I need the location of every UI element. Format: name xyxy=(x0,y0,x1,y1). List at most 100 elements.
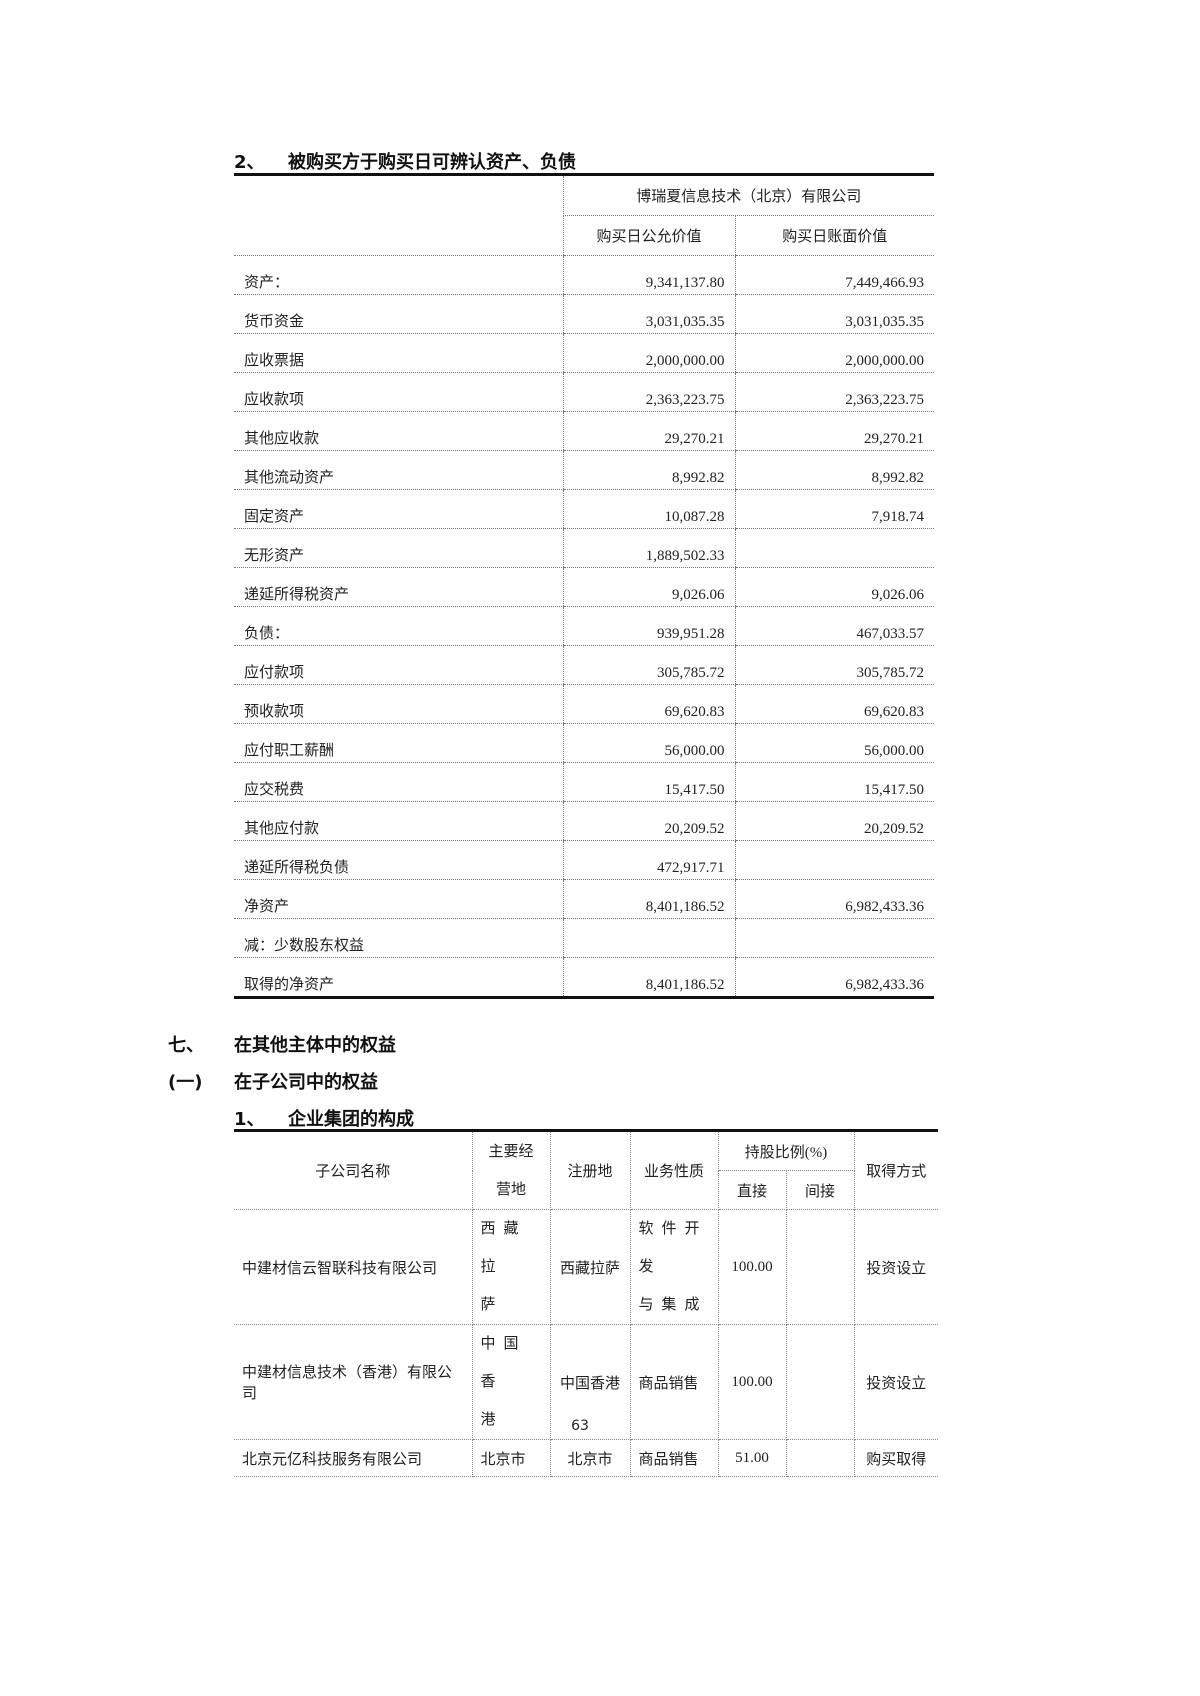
table-row: 北京元亿科技服务有限公司 北京市 北京市 商品销售 51.00 购买取得 xyxy=(234,1439,938,1477)
table-header-row: 直接 间接 xyxy=(234,1170,938,1210)
fair-value-cell: 305,785.72 xyxy=(562,645,735,685)
book-value-cell: 56,000.00 xyxy=(734,723,935,763)
subsidiary-name-cell-text: 北京元亿科技服务有限公司 xyxy=(242,1451,423,1468)
table-row: 固定资产 10,087.28 7,918.74 xyxy=(234,489,935,529)
heading-number: 七、 xyxy=(168,1035,204,1056)
book-value-cell: 69,620.83 xyxy=(734,684,935,724)
fair-value-cell: 939,951.28 xyxy=(562,606,735,646)
book-value-cell: 3,031,035.35 xyxy=(734,294,935,334)
business-cell-text: 软件开发 xyxy=(638,1221,708,1275)
identifiable-assets-table: 博瑞夏信息技术（北京）有限公司 购买日公允价值 购买日账面价值 资产： 9,341… xyxy=(234,173,935,999)
main-place-cell-text: 中国香 xyxy=(480,1336,527,1390)
subsidiary-name-cell: 中建材信息技术（香港）有限公司 xyxy=(234,1324,473,1440)
direct-holding-cell-text: 100.00 xyxy=(731,1373,773,1390)
acquisition-method-cell-text: 投资设立 xyxy=(866,1260,927,1277)
book-value-cell: 305,785.72 xyxy=(734,645,935,685)
book-value-cell: 7,449,466.93 xyxy=(734,255,935,295)
row-label: 其他应付款 xyxy=(234,801,563,841)
row-label: 其他应收款 xyxy=(234,411,563,451)
acquisition-method-cell: 购买取得 xyxy=(853,1439,938,1477)
table-row: 递延所得税资产 9,026.06 9,026.06 xyxy=(234,567,935,607)
table-row: 净资产 8,401,186.52 6,982,433.36 xyxy=(234,879,935,919)
acquisition-method-cell: 投资设立 xyxy=(853,1324,938,1440)
business-cell-text: 与集成 xyxy=(638,1297,708,1313)
book-value-cell: 7,918.74 xyxy=(734,489,935,529)
main-place-cell-text: 西藏拉 xyxy=(480,1221,527,1275)
fair-value-cell: 8,401,186.52 xyxy=(562,879,735,919)
book-value-header: 购买日账面价值 xyxy=(734,215,935,256)
registered-place-cell: 西藏拉萨 xyxy=(549,1209,631,1325)
table-header-row: 子公司名称 主要经 营地 注册地 业务性质 持股比例(%) 取得方式 xyxy=(234,1130,938,1210)
fair-value-cell: 10,087.28 xyxy=(562,489,735,529)
table-row: 应付款项 305,785.72 305,785.72 xyxy=(234,645,935,685)
row-label: 货币资金 xyxy=(234,294,563,334)
subsection-1-heading: (一) 在子公司中的权益 xyxy=(168,1068,378,1094)
fair-value-cell xyxy=(562,918,735,958)
main-place-cell-text: 北京市 xyxy=(480,1451,526,1468)
book-value-cell: 2,000,000.00 xyxy=(734,333,935,373)
fair-value-cell: 1,889,502.33 xyxy=(562,528,735,568)
business-cell: 软件开发 与集成 xyxy=(629,1209,719,1325)
heading-number: (一) xyxy=(168,1072,203,1093)
heading-title: 企业集团的构成 xyxy=(288,1109,414,1130)
book-value-cell: 2,363,223.75 xyxy=(734,372,935,412)
direct-holding-cell: 51.00 xyxy=(717,1439,787,1477)
fair-value-cell: 2,000,000.00 xyxy=(562,333,735,373)
header-line: 主要经 xyxy=(488,1143,534,1160)
indirect-holding-cell xyxy=(785,1439,855,1477)
table-header-row: 购买日公允价值 购买日账面价值 xyxy=(234,215,935,256)
table-row: 负债： 939,951.28 467,033.57 xyxy=(234,606,935,646)
fair-value-cell: 472,917.71 xyxy=(562,840,735,880)
registered-place-cell: 北京市 xyxy=(549,1439,631,1477)
method-header: 取得方式 xyxy=(853,1130,938,1210)
table-row: 其他应收款 29,270.21 29,270.21 xyxy=(234,411,935,451)
subsidiary-name-cell: 北京元亿科技服务有限公司 xyxy=(234,1439,473,1477)
direct-holding-cell-text: 51.00 xyxy=(735,1449,769,1466)
fair-value-cell: 3,031,035.35 xyxy=(562,294,735,334)
row-label: 应付款项 xyxy=(234,645,563,685)
fair-value-cell: 9,026.06 xyxy=(562,567,735,607)
direct-holding-cell: 100.00 xyxy=(717,1324,787,1440)
subsidiary-name-cell-text: 中建材信云智联科技有限公司 xyxy=(242,1260,438,1277)
table-header-row: 博瑞夏信息技术（北京）有限公司 xyxy=(234,174,935,256)
book-value-cell: 8,992.82 xyxy=(734,450,935,490)
book-value-cell xyxy=(734,918,935,958)
section-7-heading: 七、 在其他主体中的权益 xyxy=(168,1031,396,1057)
fair-value-cell: 20,209.52 xyxy=(562,801,735,841)
table-row: 其他流动资产 8,992.82 8,992.82 xyxy=(234,450,935,490)
row-label: 应付职工薪酬 xyxy=(234,723,563,763)
business-cell-text: 商品销售 xyxy=(638,1451,699,1468)
book-value-cell xyxy=(734,528,935,568)
group-composition-table: 子公司名称 主要经 营地 注册地 业务性质 持股比例(%) 取得方式 直接 间接 … xyxy=(234,1129,938,1477)
row-label: 其他流动资产 xyxy=(234,450,563,490)
section-2-heading: 2、 被购买方于购买日可辨认资产、负债 xyxy=(234,148,576,174)
book-value-cell: 20,209.52 xyxy=(734,801,935,841)
book-value-cell: 15,417.50 xyxy=(734,762,935,802)
table-row: 货币资金 3,031,035.35 3,031,035.35 xyxy=(234,294,935,334)
fair-value-header: 购买日公允价值 xyxy=(562,215,735,256)
subsidiary-name-cell-text: 中建材信息技术（香港）有限公司 xyxy=(242,1365,453,1402)
row-label: 净资产 xyxy=(234,879,563,919)
book-value-cell: 29,270.21 xyxy=(734,411,935,451)
fair-value-cell: 56,000.00 xyxy=(562,723,735,763)
business-cell: 商品销售 xyxy=(629,1439,719,1477)
row-label: 递延所得税负债 xyxy=(234,840,563,880)
indirect-header: 间接 xyxy=(785,1170,854,1210)
fair-value-cell: 8,992.82 xyxy=(562,450,735,490)
table-row: 无形资产 1,889,502.33 xyxy=(234,528,935,568)
registered-place-cell-text: 北京市 xyxy=(567,1451,613,1468)
fair-value-cell: 29,270.21 xyxy=(562,411,735,451)
book-value-cell: 467,033.57 xyxy=(734,606,935,646)
row-label: 资产： xyxy=(234,255,563,295)
table-row: 资产： 9,341,137.80 7,449,466.93 xyxy=(234,255,935,295)
main-place-header: 主要经 营地 xyxy=(471,1130,551,1210)
main-place-cell-text: 港 xyxy=(480,1412,504,1428)
direct-holding-cell-text: 100.00 xyxy=(731,1258,773,1275)
subsidiary-name-cell: 中建材信云智联科技有限公司 xyxy=(234,1209,473,1325)
page-number: 63 xyxy=(571,1418,589,1434)
heading-number: 2、 xyxy=(234,152,265,173)
heading-title: 被购买方于购买日可辨认资产、负债 xyxy=(288,152,576,173)
fair-value-cell: 15,417.50 xyxy=(562,762,735,802)
table-row: 取得的净资产 8,401,186.52 6,982,433.36 xyxy=(234,957,935,998)
name-header: 子公司名称 xyxy=(234,1130,473,1210)
